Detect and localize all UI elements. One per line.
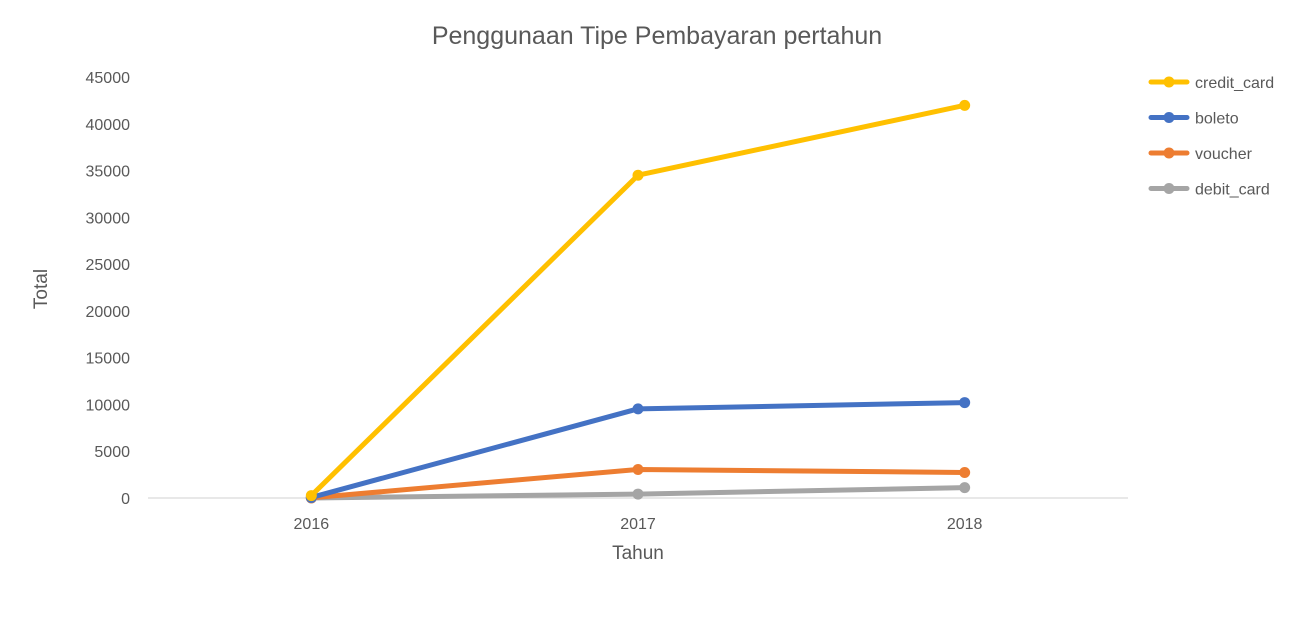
- legend-label: voucher: [1195, 146, 1253, 163]
- data-point: [959, 99, 971, 111]
- legend-label: credit_card: [1195, 75, 1274, 92]
- series-layer: [305, 99, 971, 504]
- data-point: [632, 403, 644, 415]
- x-tick-label: 2016: [294, 516, 330, 533]
- y-axis-ticks: 0 5000 10000 15000 20000 25000 30000 35000 40000…: [86, 70, 131, 508]
- y-tick-label: 45000: [86, 70, 131, 87]
- y-tick-label: 0: [121, 491, 130, 508]
- y-tick-label: 5000: [94, 444, 130, 461]
- y-tick-label: 20000: [86, 304, 131, 321]
- legend-marker: [1163, 183, 1175, 194]
- y-tick-label: 10000: [86, 397, 131, 414]
- y-axis-title: Total: [31, 269, 52, 309]
- legend-marker: [1163, 147, 1175, 159]
- y-tick-label: 25000: [86, 257, 131, 274]
- series-line-boleto: [308, 400, 968, 500]
- y-tick-label: 40000: [86, 117, 131, 134]
- data-point: [959, 482, 971, 494]
- data-point: [632, 488, 644, 500]
- y-tick-label: 35000: [86, 164, 131, 181]
- x-axis-title: Tahun: [612, 543, 664, 564]
- y-tick-label: 15000: [86, 351, 131, 368]
- x-tick-label: 2017: [620, 516, 656, 533]
- legend-marker: [1163, 76, 1175, 88]
- data-point: [632, 169, 644, 181]
- chart-title: Penggunaan Tipe Pembayaran pertahun: [432, 22, 882, 50]
- legend-label: debit_card: [1195, 182, 1270, 199]
- legend-marker: [1163, 112, 1175, 123]
- data-point: [959, 466, 971, 478]
- series-line-credit-card: [308, 102, 968, 499]
- y-tick-label: 30000: [86, 210, 131, 227]
- legend-label: boleto: [1195, 111, 1239, 128]
- data-point: [959, 397, 971, 409]
- data-point: [632, 463, 644, 475]
- x-tick-label: 2018: [947, 516, 983, 533]
- data-point: [305, 490, 317, 502]
- x-axis-ticks: 2016 2017 2018: [294, 516, 983, 533]
